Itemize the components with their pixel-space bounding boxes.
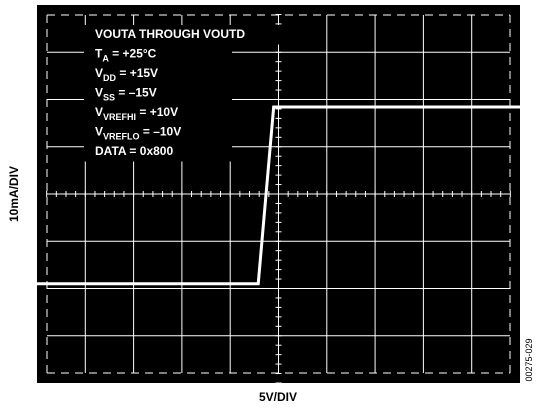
annotation-bg (84, 142, 232, 162)
annotation-bg (84, 44, 232, 64)
annotation-rest: = –15V (115, 86, 157, 100)
annotation-rest: = +15V (116, 66, 158, 80)
annotation-rest: = +25°C (109, 47, 157, 61)
annotation-main: DATA = 0x800 (95, 144, 173, 158)
annotation-bg (84, 83, 232, 103)
annotation-sub: VREFHI (103, 112, 136, 122)
x-axis-label: 5V/DIV (259, 390, 297, 404)
graticule (46, 13, 511, 384)
trace-line (37, 105, 520, 286)
annotation: VSS = –15V (95, 86, 157, 103)
annotation-bg (84, 103, 232, 123)
annotation: TA = +25°C (95, 47, 157, 64)
annotation-bg (84, 64, 232, 84)
trace-layer (37, 105, 520, 286)
annotation-main: V (95, 86, 103, 100)
annotation-sub: A (102, 54, 109, 64)
annotation-rest: = +10V (136, 105, 178, 119)
annotation-sub: SS (103, 93, 115, 103)
annotation-main: V (95, 105, 103, 119)
annotation-main: T (95, 47, 103, 61)
annotation-bg (84, 122, 232, 142)
annotation: VDD = +15V (95, 66, 158, 83)
annotation-rest: = –10V (140, 125, 182, 139)
annotation-sub: VREFLO (103, 132, 140, 142)
annotation-bg (84, 25, 306, 45)
annotation-main: V (95, 125, 103, 139)
annotation: VOUTA THROUGH VOUTD (95, 27, 245, 41)
annotation-main: V (95, 66, 103, 80)
annotation-sub: DD (103, 73, 116, 83)
figure-id: 00275-029 (524, 338, 534, 381)
annotation-main: VOUTA THROUGH VOUTD (95, 27, 245, 41)
annotation: VVREFLO = –10V (95, 125, 181, 142)
y-axis-label: 10mA/DIV (7, 166, 21, 222)
annotation: VVREFHI = +10V (95, 105, 178, 122)
annotation: DATA = 0x800 (95, 144, 173, 158)
